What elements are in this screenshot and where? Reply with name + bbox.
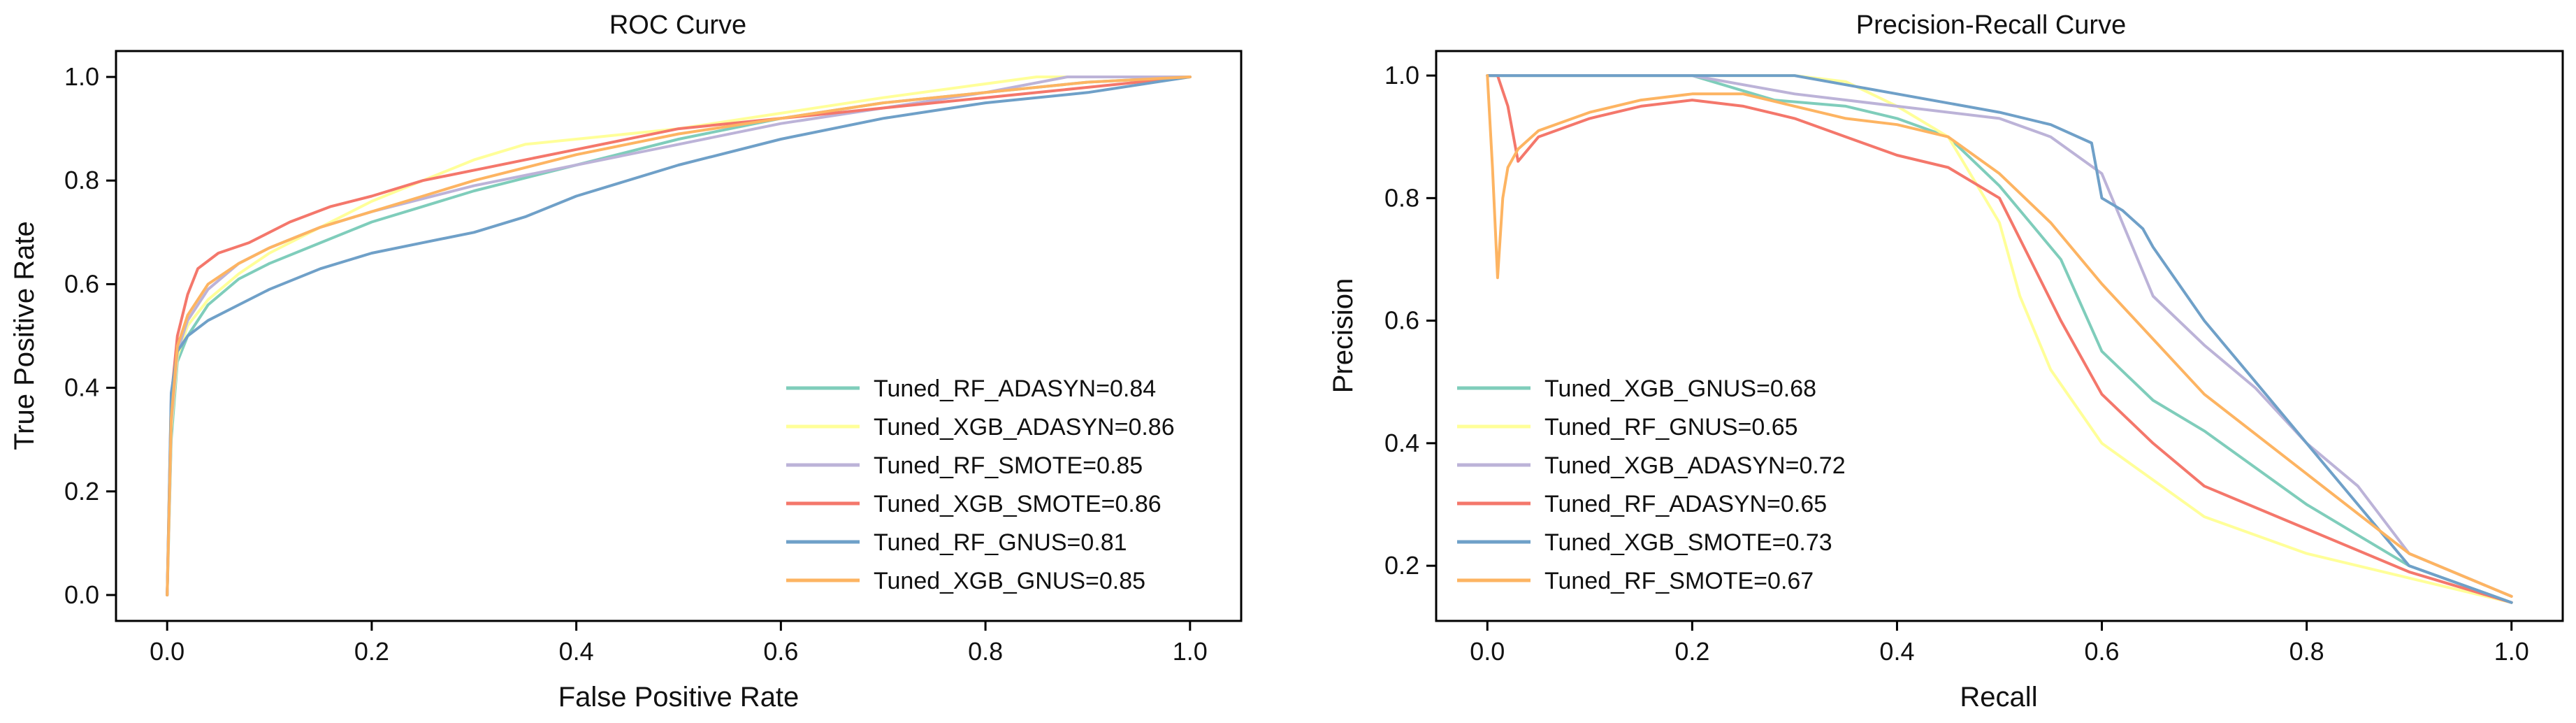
roc-curve-tuned-xgb-adasyn <box>166 76 1192 596</box>
roc-y-tick-label: 0.8 <box>64 166 99 194</box>
roc-y-ticks: 0.0 0.2 0.4 0.6 0.8 1.0 <box>64 62 116 609</box>
pr-legend-label: Tuned_XGB_ADASYN=0.72 <box>1544 452 1846 479</box>
roc-curve-tuned-rf-gnus <box>166 76 1192 596</box>
roc-y-tick-label: 0.6 <box>64 269 99 298</box>
pr-chart: Precision-Recall Curve 0.0 0.2 0.4 0.6 0.8 1.… <box>1328 10 2564 713</box>
pr-curves <box>1486 74 2513 604</box>
pr-x-axis-label: Recall <box>1960 682 2037 713</box>
roc-x-tick-label: 0.4 <box>559 637 594 666</box>
roc-curve-tuned-xgb-gnus <box>166 76 1192 596</box>
pr-y-tick-label: 0.2 <box>1384 551 1419 580</box>
pr-x-tick-label: 0.8 <box>2289 637 2324 666</box>
roc-y-axis-label: True Positive Rate <box>9 221 40 450</box>
roc-chart-title: ROC Curve <box>609 10 746 40</box>
pr-y-tick-label: 0.4 <box>1384 429 1419 457</box>
pr-x-tick-label: 0.2 <box>1674 637 1709 666</box>
pr-x-tick-label: 0.0 <box>1470 637 1505 666</box>
pr-y-ticks: 0.2 0.4 0.6 0.8 1.0 <box>1384 61 1436 580</box>
pr-y-axis-label: Precision <box>1328 278 1359 394</box>
roc-legend-label: Tuned_RF_ADASYN=0.84 <box>874 375 1156 402</box>
pr-legend: Tuned_XGB_GNUS=0.68 Tuned_RF_GNUS=0.65 Tun… <box>1457 375 1846 594</box>
pr-y-tick-label: 0.6 <box>1384 306 1419 335</box>
pr-legend-label: Tuned_RF_ADASYN=0.65 <box>1544 491 1827 517</box>
roc-legend-label: Tuned_RF_SMOTE=0.85 <box>874 452 1143 479</box>
pr-legend-label: Tuned_XGB_SMOTE=0.73 <box>1544 529 1832 556</box>
pr-curve-tuned-rf-gnus <box>1486 74 2513 604</box>
roc-y-tick-label: 0.4 <box>64 373 99 402</box>
pr-legend-label: Tuned_XGB_GNUS=0.68 <box>1544 375 1816 402</box>
pr-curve-tuned-xgb-smote <box>1486 74 2513 604</box>
pr-curve-tuned-rf-smote <box>1486 74 2513 598</box>
pr-curve-tuned-xgb-adasyn <box>1486 74 2513 598</box>
pr-legend-label: Tuned_RF_SMOTE=0.67 <box>1544 568 1814 594</box>
pr-y-tick-label: 1.0 <box>1384 61 1419 90</box>
pr-x-tick-label: 0.4 <box>1879 637 1914 666</box>
pr-x-ticks: 0.0 0.2 0.4 0.6 0.8 1.0 <box>1470 621 2529 666</box>
pr-plot-frame <box>1435 50 2564 622</box>
pr-y-tick-label: 0.8 <box>1384 183 1419 212</box>
pr-chart-title: Precision-Recall Curve <box>1856 10 2126 40</box>
roc-legend-label: Tuned_RF_GNUS=0.81 <box>874 529 1127 556</box>
roc-y-tick-label: 0.2 <box>64 477 99 506</box>
roc-chart: ROC Curve 0.0 0.2 0.4 0.6 0.8 1.0 0.00.20.40.… <box>9 10 1243 713</box>
roc-legend: Tuned_RF_ADASYN=0.84 Tuned_XGB_ADASYN=0.8… <box>786 375 1175 594</box>
roc-legend-label: Tuned_XGB_GNUS=0.85 <box>874 568 1145 594</box>
roc-x-axis-label: False Positive Rate <box>558 682 799 713</box>
roc-y-tick-label: 1.0 <box>64 62 99 91</box>
roc-legend-label: Tuned_XGB_ADASYN=0.86 <box>874 414 1175 441</box>
pr-x-tick-label: 1.0 <box>2494 637 2529 666</box>
roc-x-tick-label: 1.0 <box>1173 637 1208 666</box>
roc-x-ticks: 0.0 0.2 0.4 0.6 0.8 1.0 <box>150 621 1208 666</box>
roc-plot-frame <box>115 50 1243 622</box>
roc-y-tick-label: 0.0 <box>64 580 99 609</box>
pr-curve-tuned-xgb-gnus <box>1486 74 2513 604</box>
roc-x-tick-label: 0.6 <box>763 637 798 666</box>
pr-curve-tuned-rf-adasyn <box>1486 74 2513 604</box>
roc-x-tick-label: 0.8 <box>968 637 1003 666</box>
roc-x-tick-label: 0.0 <box>150 637 184 666</box>
roc-curve-tuned-xgb-smote <box>166 76 1192 596</box>
roc-legend-label: Tuned_XGB_SMOTE=0.86 <box>874 491 1162 517</box>
roc-curves <box>166 76 1192 596</box>
roc-x-tick-label: 0.2 <box>354 637 389 666</box>
pr-x-tick-label: 0.6 <box>2085 637 2120 666</box>
pr-legend-label: Tuned_RF_GNUS=0.65 <box>1544 414 1798 441</box>
